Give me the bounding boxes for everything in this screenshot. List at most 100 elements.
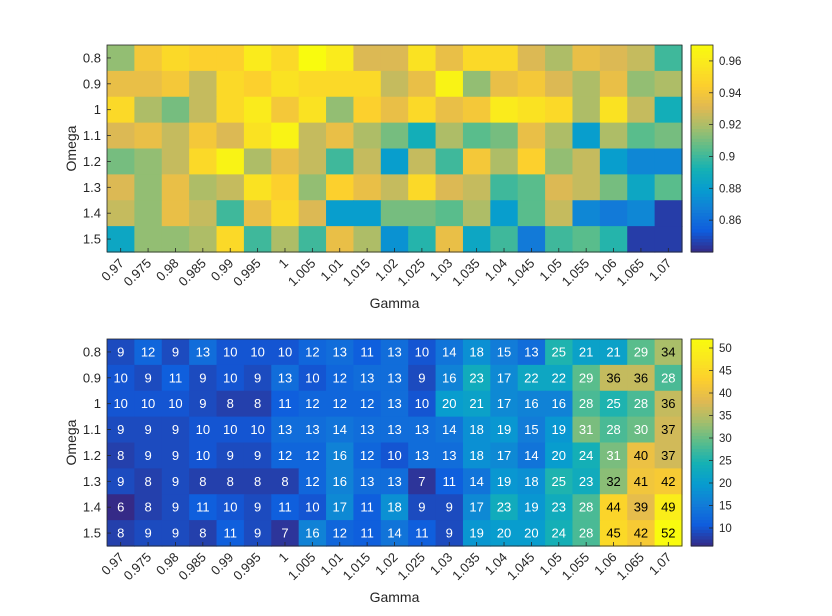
heatmap-cell — [161, 96, 190, 124]
colorbar-segment — [691, 484, 713, 489]
colorbar-segment — [691, 429, 713, 434]
colorbar-segment — [691, 516, 713, 521]
heatmap-cell — [408, 442, 437, 469]
heatmap-cell — [435, 468, 464, 495]
cell-value-label: 16 — [524, 396, 538, 411]
cell-value-label: 9 — [199, 396, 206, 411]
heatmap-cell — [380, 200, 409, 227]
heatmap-cell — [490, 468, 519, 495]
cell-value-label: 11 — [196, 500, 210, 515]
cell-value-label: 9 — [117, 422, 124, 437]
colorbar-segment — [691, 442, 713, 447]
heatmap-cell — [326, 70, 355, 98]
cell-value-label: 9 — [144, 526, 151, 541]
heatmap-cell — [380, 416, 409, 444]
x-tick-label: 1.055 — [559, 256, 593, 290]
heatmap-cell — [408, 364, 437, 392]
colorbar-segment — [691, 377, 713, 382]
heatmap-cell — [627, 174, 656, 201]
heatmap-cell — [107, 45, 135, 72]
heatmap-cell — [134, 148, 163, 175]
x-tick-label: 0.985 — [175, 256, 209, 290]
heatmap-cell — [435, 70, 464, 98]
colorbar-segment — [691, 494, 713, 499]
colorbar-segment — [691, 523, 713, 528]
heatmap-cell — [243, 468, 272, 495]
heatmap-cell — [627, 70, 656, 98]
heatmap-cell — [298, 96, 327, 124]
heatmap-cell — [517, 390, 546, 418]
cell-value-label: 16 — [442, 370, 456, 385]
cell-value-label: 17 — [497, 448, 511, 463]
heatmap-cell — [243, 364, 272, 392]
heatmap-cell — [107, 148, 135, 175]
cell-value-label: 23 — [579, 474, 593, 489]
cell-value-label: 21 — [469, 396, 483, 411]
cell-value-label: 10 — [223, 422, 237, 437]
heatmap-cell — [326, 390, 355, 418]
x-tick-label: 1.07 — [646, 256, 675, 285]
heatmap-cell — [435, 122, 464, 150]
heatmap-cell — [654, 442, 683, 469]
heatmap-cell — [216, 96, 245, 124]
colorbar-segment — [691, 125, 713, 130]
heatmap-cell — [134, 390, 163, 418]
heatmap-cell — [408, 390, 437, 418]
heatmap-cell — [572, 96, 601, 124]
heatmap-cell — [408, 494, 437, 521]
cell-value-label: 12 — [333, 526, 347, 541]
cell-value-label: 13 — [387, 370, 401, 385]
cell-value-label: 9 — [418, 500, 425, 515]
heatmap-cell — [161, 200, 190, 227]
heatmap-cell — [353, 339, 382, 366]
heatmap-cell — [271, 122, 300, 150]
cell-value-label: 9 — [254, 526, 261, 541]
cell-value-label: 16 — [305, 526, 319, 541]
cell-value-label: 49 — [661, 500, 675, 515]
heatmap-cell — [298, 122, 327, 150]
heatmap-cell — [271, 468, 300, 495]
heatmap-cell — [408, 45, 437, 72]
colorbar-segment — [691, 232, 713, 237]
heatmap-cell — [627, 468, 656, 495]
heatmap-cell — [380, 442, 409, 469]
cell-value-label: 13 — [387, 474, 401, 489]
colorbar-segment — [691, 381, 713, 385]
heatmap-cell — [189, 468, 218, 495]
heatmap-cell — [134, 96, 163, 124]
cell-value-label: 23 — [552, 500, 566, 515]
cell-value-label: 10 — [141, 396, 155, 411]
heatmap-cell — [627, 122, 656, 150]
heatmap-cell — [654, 494, 683, 521]
cell-value-label: 12 — [333, 396, 347, 411]
colorbar-segment — [691, 529, 713, 534]
heatmap-cell — [572, 122, 601, 150]
heatmap-cell — [216, 45, 245, 72]
heatmap-cell — [380, 122, 409, 150]
cell-value-label: 9 — [446, 526, 453, 541]
cell-value-label: 18 — [469, 344, 483, 359]
cell-value-label: 15 — [524, 422, 538, 437]
heatmap-cell — [326, 494, 355, 521]
cell-value-label: 10 — [223, 344, 237, 359]
y-tick-label: 1.5 — [83, 232, 101, 247]
colorbar-segment — [691, 219, 713, 224]
heatmap-cell — [435, 364, 464, 392]
cell-value-label: 8 — [281, 474, 288, 489]
heatmap-cell — [107, 468, 135, 495]
heatmap-cell — [654, 390, 683, 418]
colorbar-segment — [691, 119, 713, 124]
colorbar-segment — [691, 61, 713, 65]
heatmap-cell — [326, 148, 355, 175]
heatmap-cell — [326, 96, 355, 124]
heatmap-cell — [298, 390, 327, 418]
cell-value-label: 15 — [497, 344, 511, 359]
heatmap-cell — [271, 174, 300, 201]
heatmap-cell — [545, 494, 574, 521]
colorbar-segment — [691, 400, 713, 405]
colorbar-segment — [691, 419, 713, 424]
cell-value-label: 34 — [661, 344, 675, 359]
cell-value-label: 10 — [387, 448, 401, 463]
heatmap-cell — [134, 364, 163, 392]
heatmap-cell — [435, 174, 464, 201]
